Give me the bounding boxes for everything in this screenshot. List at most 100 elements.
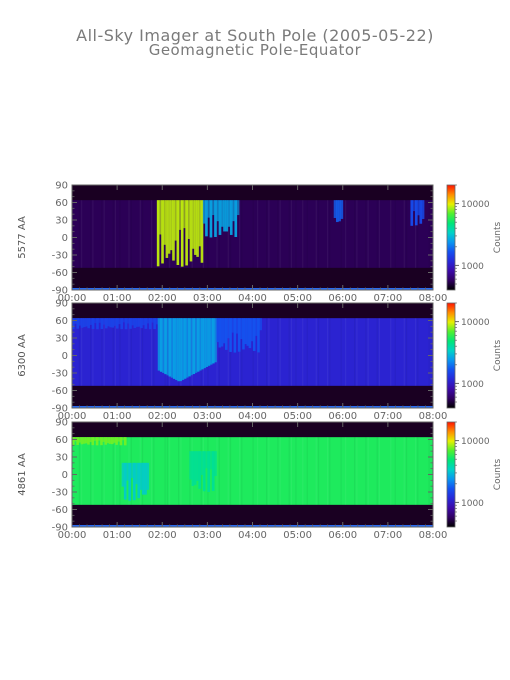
heatmap-texture xyxy=(394,200,396,268)
heatmap-texture xyxy=(306,318,308,386)
heatmap-texture xyxy=(354,200,356,268)
heatmap-feature xyxy=(235,318,239,334)
y-tick-label: -30 xyxy=(52,251,68,262)
heatmap-texture xyxy=(417,318,419,386)
heatmap-texture xyxy=(405,200,408,268)
x-tick-label: 06:00 xyxy=(328,411,357,422)
heatmap-feature xyxy=(180,200,184,267)
heatmap-texture xyxy=(238,200,241,268)
heatmap-feature xyxy=(104,437,108,445)
heatmap-texture xyxy=(279,200,281,268)
heatmap-texture xyxy=(112,200,114,268)
heatmap-texture xyxy=(101,318,103,386)
heatmap-texture xyxy=(302,318,304,386)
heatmap-feature xyxy=(211,451,215,491)
x-tick-label: 07:00 xyxy=(373,411,402,422)
heatmap-texture xyxy=(90,318,92,386)
heatmap-feature xyxy=(91,318,95,329)
heatmap-texture xyxy=(90,200,92,268)
heatmap-feature xyxy=(214,451,217,477)
heatmap-feature xyxy=(338,200,341,222)
heatmap-feature xyxy=(141,462,145,495)
heatmap-texture xyxy=(112,437,114,505)
heatmap-feature xyxy=(123,437,127,446)
heatmap-feature xyxy=(414,200,418,226)
heatmap-feature xyxy=(72,318,75,330)
heatmap-feature xyxy=(124,318,128,330)
heatmap-texture xyxy=(241,200,243,268)
heatmap-texture xyxy=(268,437,270,505)
heatmap-feature xyxy=(95,437,99,446)
heatmap-feature xyxy=(87,318,90,329)
heatmap-feature xyxy=(93,437,97,441)
colorbar-tick-label: 10000 xyxy=(461,200,490,210)
heatmap-texture xyxy=(180,437,182,505)
heatmap-feature xyxy=(162,318,165,373)
heatmap-texture xyxy=(317,437,320,505)
heatmap-texture xyxy=(326,318,329,386)
heatmap-texture xyxy=(290,437,293,505)
heatmap-texture xyxy=(119,200,121,268)
heatmap-texture xyxy=(252,200,254,268)
heatmap-texture xyxy=(376,437,378,505)
heatmap-texture xyxy=(207,200,209,268)
heatmap-texture xyxy=(150,318,153,386)
x-tick-label: 07:00 xyxy=(373,530,402,541)
heatmap-texture xyxy=(290,318,293,386)
heatmap-feature xyxy=(236,200,240,216)
heatmap-feature xyxy=(225,200,229,232)
heatmap-texture xyxy=(428,318,430,386)
heatmap-feature xyxy=(174,200,177,241)
heatmap-texture xyxy=(266,318,268,386)
heatmap-texture xyxy=(428,200,430,268)
heatmap-texture xyxy=(92,318,94,386)
heatmap-feature xyxy=(200,200,204,263)
heatmap-texture xyxy=(405,437,408,505)
heatmap-texture xyxy=(433,437,435,505)
heatmap-feature xyxy=(223,200,226,232)
heatmap-feature xyxy=(224,318,228,350)
heatmap-feature xyxy=(148,318,152,330)
heatmap-feature xyxy=(220,318,224,347)
heatmap-feature xyxy=(121,437,125,441)
heatmap-texture xyxy=(241,437,243,505)
heatmap-feature xyxy=(108,437,112,444)
x-tick-label: 00:00 xyxy=(58,293,87,304)
heatmap-feature xyxy=(189,451,192,480)
heatmap-feature xyxy=(120,318,123,330)
colorbar xyxy=(446,421,456,528)
x-tick-label: 04:00 xyxy=(238,411,267,422)
heatmap-texture xyxy=(295,200,297,268)
heatmap-feature xyxy=(232,200,235,222)
heatmap-feature xyxy=(165,200,169,258)
heatmap-texture xyxy=(81,200,83,268)
y-tick-label: -60 xyxy=(52,505,68,516)
heatmap-texture xyxy=(153,318,155,386)
heatmap-texture xyxy=(139,200,141,268)
x-tick-label: 05:00 xyxy=(283,411,312,422)
heatmap-feature xyxy=(89,437,92,443)
x-tick-label: 05:00 xyxy=(283,530,312,541)
colorbar-tick-label: 1000 xyxy=(461,499,484,509)
heatmap-texture xyxy=(266,437,268,505)
heatmap-feature xyxy=(84,437,88,444)
heatmap-feature xyxy=(189,200,193,262)
heatmap-texture xyxy=(78,200,80,268)
x-tick-label: 01:00 xyxy=(103,293,132,304)
colorbar xyxy=(446,184,456,291)
heatmap-feature xyxy=(209,451,213,470)
heatmap-feature xyxy=(333,200,337,218)
heatmap-feature xyxy=(151,318,154,323)
heatmap-texture xyxy=(150,200,153,268)
heatmap-feature xyxy=(104,318,108,329)
y-tick-label: -90 xyxy=(52,404,68,415)
colorbar-label: Counts xyxy=(493,339,503,371)
heatmap-feature xyxy=(209,200,213,238)
heatmap-texture xyxy=(141,318,144,386)
heatmap-texture xyxy=(257,437,259,505)
heatmap-feature xyxy=(133,318,137,328)
heatmap-feature xyxy=(163,200,167,245)
heatmap-feature xyxy=(198,200,202,247)
